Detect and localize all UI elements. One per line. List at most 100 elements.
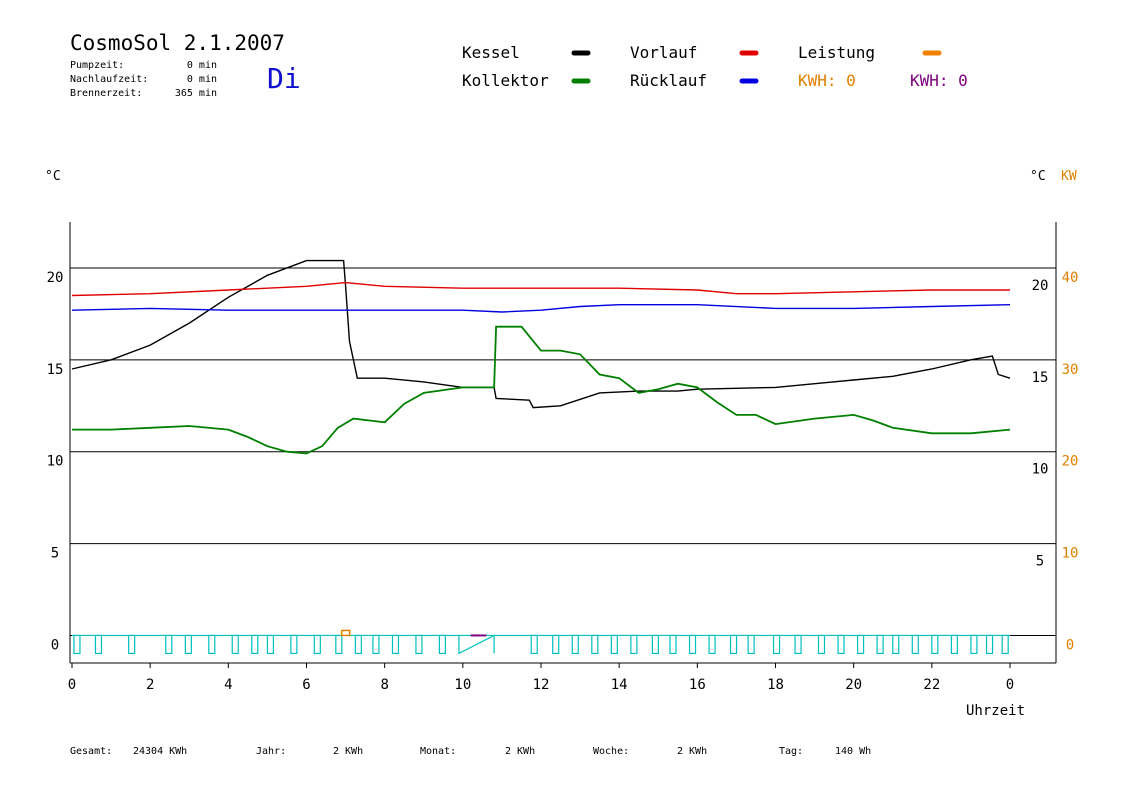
pump-pulse bbox=[911, 634, 919, 655]
pump-ramp bbox=[458, 634, 495, 655]
pump-pulse bbox=[876, 634, 884, 655]
series-line-3 bbox=[72, 325, 1011, 455]
y-kw-tick-label: 40 bbox=[1062, 270, 1079, 286]
x-tick-label: 16 bbox=[689, 677, 706, 693]
pump-pulse bbox=[950, 634, 958, 655]
pump-pulse bbox=[354, 634, 362, 655]
y-right-tick-label: 10 bbox=[1032, 462, 1049, 478]
footer-tag-value: 140 Wh bbox=[835, 746, 871, 757]
axis-unit-labels: °C °C KW bbox=[45, 169, 1077, 184]
stat-nachlaufzeit-value: 0 min bbox=[187, 74, 217, 85]
pump-pulse bbox=[438, 634, 446, 655]
footer-woche-label: Woche: bbox=[593, 746, 629, 757]
pump-pulse bbox=[708, 634, 716, 655]
pump-pulse bbox=[165, 634, 173, 655]
pump-pulse bbox=[931, 634, 939, 655]
pump-pulse bbox=[552, 634, 560, 655]
y-left-tick-label: 10 bbox=[47, 454, 64, 470]
footer-monat-value: 2 KWh bbox=[505, 746, 535, 757]
x-tick-label: 22 bbox=[923, 677, 940, 693]
y-kw-tick-label: 0 bbox=[1066, 637, 1074, 653]
x-tick-label: 18 bbox=[767, 677, 784, 693]
pump-pulse bbox=[856, 634, 865, 655]
y-left-tick-label: 15 bbox=[47, 362, 64, 378]
kwh-purple: KWH: 0 bbox=[910, 71, 968, 90]
footer-gesamt-value: 24304 KWh bbox=[133, 746, 187, 757]
grid bbox=[70, 267, 1056, 636]
pump-pulse bbox=[94, 634, 103, 655]
y-right-tick-label: 15 bbox=[1032, 370, 1049, 386]
y-kw-tick-label: 10 bbox=[1062, 546, 1079, 562]
footer-woche-value: 2 KWh bbox=[677, 746, 707, 757]
pump-pulse bbox=[630, 634, 638, 655]
pump-pulse bbox=[231, 634, 239, 655]
stat-nachlaufzeit-label: Nachlaufzeit: bbox=[70, 74, 148, 85]
pump-pulse bbox=[669, 634, 677, 655]
legend-kessel-label: Kessel bbox=[462, 43, 520, 62]
legend-vorlauf-label: Vorlauf bbox=[630, 43, 697, 62]
pump-pulse bbox=[688, 634, 697, 655]
pump-pulse bbox=[651, 634, 659, 655]
axes bbox=[69, 222, 1057, 668]
pump-pulse bbox=[591, 634, 599, 655]
y-left-tick-label: 5 bbox=[51, 546, 59, 562]
series bbox=[71, 259, 1011, 455]
pump-pulse bbox=[970, 634, 978, 655]
pump-pulse bbox=[372, 634, 380, 655]
stat-brennerzeit-label: Brennerzeit: bbox=[70, 88, 142, 99]
legend: Kessel Vorlauf Leistung Kollektor Rückla… bbox=[462, 43, 968, 90]
leistung-marker bbox=[340, 629, 351, 637]
x-tick-label: 14 bbox=[611, 677, 628, 693]
pump-pulse bbox=[290, 634, 298, 655]
pump-pulse bbox=[817, 634, 826, 655]
right-kw-unit-label: KW bbox=[1061, 169, 1077, 184]
pump-pulse bbox=[571, 634, 579, 655]
x-tick-label: 10 bbox=[454, 677, 471, 693]
footer-jahr-label: Jahr: bbox=[256, 746, 286, 757]
y-right-tick-label: 20 bbox=[1032, 278, 1049, 294]
x-tick-label: 20 bbox=[845, 677, 862, 693]
x-tick-label: 0 bbox=[68, 677, 76, 693]
series-line-0 bbox=[71, 259, 1011, 409]
pump-pulse bbox=[747, 634, 755, 655]
pump-pulse bbox=[391, 634, 400, 655]
app-title: CosmoSol 2.1.2007 bbox=[70, 31, 285, 55]
pump-pulse bbox=[313, 634, 321, 655]
pump-pulse bbox=[128, 634, 136, 655]
legend-ruecklauf-label: Rücklauf bbox=[630, 71, 707, 90]
y-kw-tick-label: 20 bbox=[1062, 454, 1079, 470]
y-left-tick-label: 20 bbox=[47, 270, 64, 286]
pump-pulse bbox=[251, 634, 259, 655]
footer-tag-label: Tag: bbox=[779, 746, 803, 757]
weekday-label: Di bbox=[267, 62, 301, 95]
pump-signal bbox=[72, 629, 1010, 655]
left-unit-label: °C bbox=[45, 169, 61, 184]
pump-pulse bbox=[892, 634, 900, 655]
y-left-tick-label: 0 bbox=[51, 637, 59, 653]
footer-gesamt-label: Gesamt: bbox=[70, 746, 112, 757]
pump-pulse bbox=[837, 634, 845, 655]
x-tick-label: 4 bbox=[224, 677, 232, 693]
right-unit-label: °C bbox=[1030, 169, 1046, 184]
pump-pulse bbox=[610, 634, 618, 655]
pump-pulse bbox=[208, 634, 216, 655]
pump-pulse bbox=[794, 634, 802, 655]
footer-monat-label: Monat: bbox=[420, 746, 456, 757]
pump-pulse bbox=[530, 634, 538, 655]
footer-stats: Gesamt: 24304 KWh Jahr: 2 KWh Monat: 2 K… bbox=[70, 746, 871, 757]
x-axis-label: Uhrzeit bbox=[966, 703, 1025, 719]
tick-labels: 0 2 4 6 8 10 12 14 16 18 20 22 0 0 5 10 15 20 5 10 15 20 0 10 20… bbox=[47, 270, 1079, 693]
legend-leistung-label: Leistung bbox=[798, 43, 875, 62]
pump-pulse bbox=[335, 634, 343, 655]
y-right-tick-label: 5 bbox=[1036, 554, 1044, 570]
pump-pulse bbox=[772, 634, 781, 655]
stat-pumpzeit-label: Pumpzeit: bbox=[70, 60, 124, 71]
pump-pulse bbox=[184, 634, 192, 655]
x-tick-label: 12 bbox=[533, 677, 550, 693]
stat-pumpzeit-value: 0 min bbox=[187, 60, 217, 71]
x-tick-label: 6 bbox=[302, 677, 310, 693]
kwh-orange: KWH: 0 bbox=[798, 71, 856, 90]
footer-jahr-value: 2 KWh bbox=[333, 746, 363, 757]
series-line-1 bbox=[71, 281, 1010, 297]
pump-pulse bbox=[985, 634, 994, 655]
